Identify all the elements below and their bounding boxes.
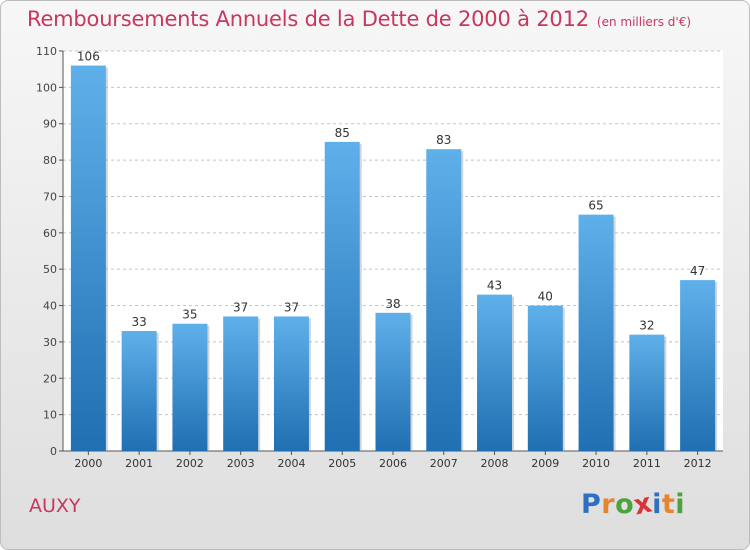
bar <box>172 323 208 451</box>
bar <box>70 65 106 451</box>
bar <box>426 149 462 451</box>
bar-value-label: 65 <box>588 199 603 213</box>
commune-name: AUXY <box>29 495 81 517</box>
proxiti-logo: Proxiti <box>581 487 686 521</box>
x-tick-label: 2009 <box>531 457 559 470</box>
bar <box>629 334 665 451</box>
bar-value-label: 106 <box>77 50 100 64</box>
bar-value-label: 37 <box>284 300 299 314</box>
bar-value-label: 32 <box>639 319 654 333</box>
bar-value-label: 40 <box>538 290 553 304</box>
y-tick-label: 60 <box>43 227 57 240</box>
bar <box>680 280 716 451</box>
y-tick-label: 20 <box>43 372 57 385</box>
bar <box>324 141 360 451</box>
bar-value-label: 83 <box>436 133 451 147</box>
bar <box>121 331 157 451</box>
x-tick-label: 2007 <box>430 457 458 470</box>
x-tick-label: 2001 <box>125 457 153 470</box>
y-tick-label: 10 <box>43 409 57 422</box>
x-tick-label: 2003 <box>227 457 255 470</box>
x-tick-label: 2000 <box>74 457 102 470</box>
y-tick-label: 100 <box>36 81 57 94</box>
bar-value-label: 37 <box>233 300 248 314</box>
bar <box>578 214 614 451</box>
bar-value-label: 43 <box>487 279 502 293</box>
bar <box>527 305 563 451</box>
x-tick-label: 2010 <box>582 457 610 470</box>
logo-letter: t <box>661 489 676 520</box>
bar <box>375 312 411 451</box>
chart-title: Remboursements Annuels de la Dette de 20… <box>27 7 691 31</box>
y-tick-label: 80 <box>43 154 57 167</box>
y-tick-label: 0 <box>50 445 57 458</box>
bar-value-label: 38 <box>385 297 400 311</box>
bar <box>273 316 309 451</box>
y-tick-label: 40 <box>43 300 57 313</box>
x-tick-label: 2005 <box>328 457 356 470</box>
logo-letter: i <box>675 489 686 520</box>
x-tick-label: 2004 <box>277 457 305 470</box>
bar-value-label: 33 <box>132 315 147 329</box>
y-tick-label: 90 <box>43 118 57 131</box>
logo-letter: o <box>615 489 635 520</box>
bar-value-label: 85 <box>335 126 350 140</box>
logo-letter: P <box>581 489 602 520</box>
bar-value-label: 35 <box>182 308 197 322</box>
x-tick-label: 2008 <box>481 457 509 470</box>
logo-letter: i <box>652 489 662 520</box>
logo-letter: r <box>601 489 616 520</box>
y-tick-label: 50 <box>43 263 57 276</box>
x-tick-label: 2012 <box>684 457 712 470</box>
x-tick-label: 2006 <box>379 457 407 470</box>
x-tick-label: 2011 <box>633 457 661 470</box>
y-tick-label: 70 <box>43 190 57 203</box>
chart-title-text: Remboursements Annuels de la Dette de 20… <box>27 7 589 31</box>
bar-value-label: 47 <box>690 264 705 278</box>
y-tick-label: 30 <box>43 336 57 349</box>
bar <box>477 294 513 451</box>
y-tick-label: 110 <box>36 45 57 58</box>
bar <box>223 316 259 451</box>
chart-subtitle: (en milliers d'€) <box>596 15 692 29</box>
x-tick-label: 2002 <box>176 457 204 470</box>
